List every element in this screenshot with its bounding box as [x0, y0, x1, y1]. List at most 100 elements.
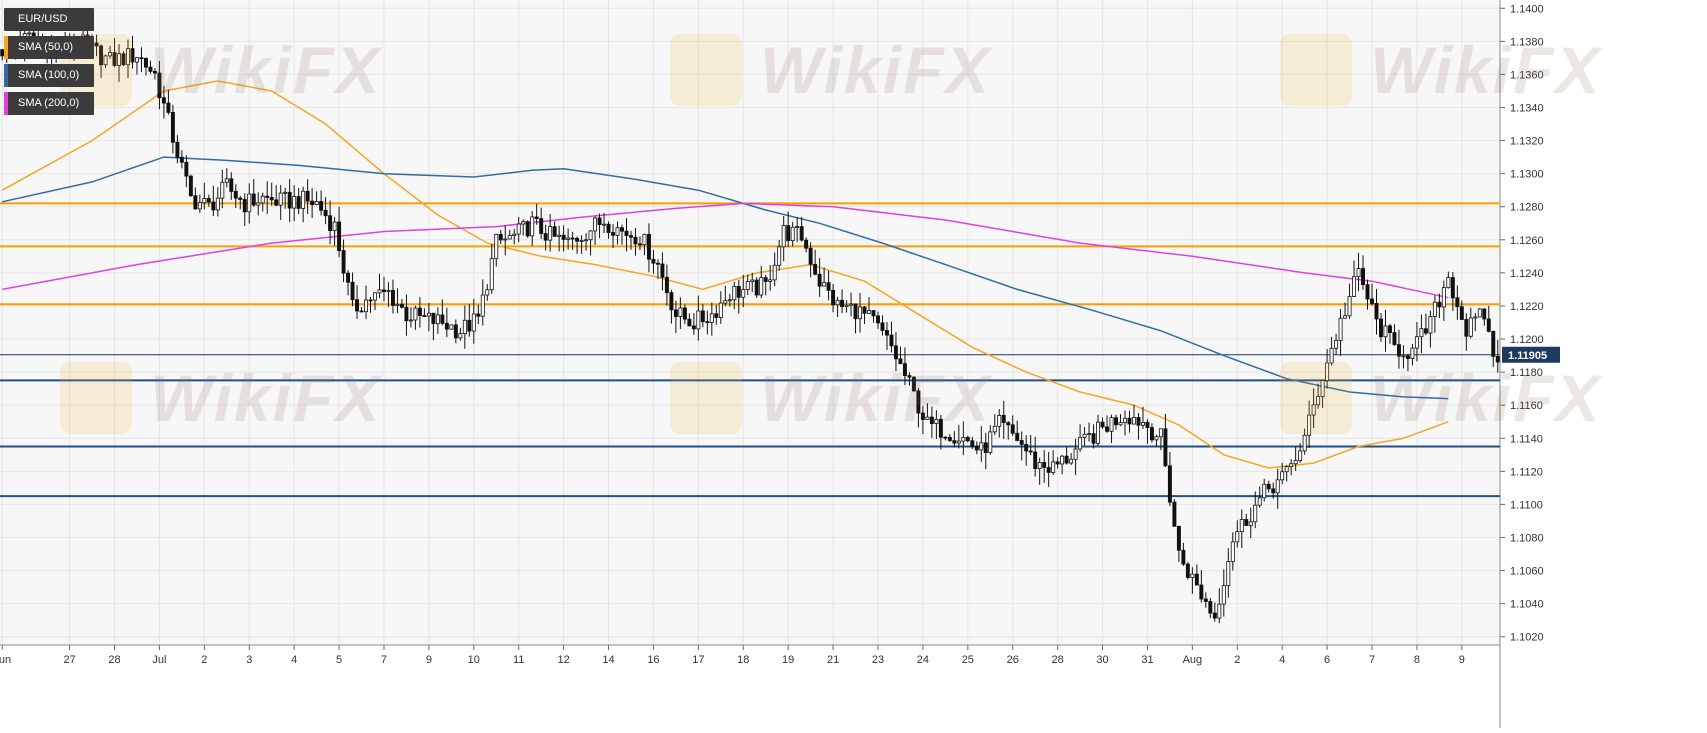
candle-body: [624, 230, 629, 237]
legend-swatch: [4, 64, 8, 87]
x-tick-label: 27: [63, 654, 75, 666]
candle-body: [1163, 428, 1168, 467]
candle-body: [323, 209, 328, 217]
candle-body: [925, 416, 930, 420]
candle-body: [1051, 461, 1056, 473]
candle-body: [471, 313, 476, 332]
candle-body: [229, 178, 234, 192]
x-tick-label: Aug: [1183, 654, 1203, 666]
candle-body: [292, 196, 297, 209]
candle-body: [233, 190, 238, 199]
candle-body: [876, 315, 880, 324]
candle-body: [462, 319, 467, 335]
y-tick-label: 1.1160: [1510, 400, 1543, 412]
x-tick-label: 14: [602, 654, 614, 666]
candle-body: [310, 200, 315, 205]
candle-body: [435, 314, 440, 325]
candle-body: [426, 312, 431, 317]
candle-body: [754, 279, 759, 296]
candle-body: [858, 306, 863, 320]
candle-body: [965, 437, 970, 442]
candle-body: [507, 235, 512, 240]
candle-body: [1365, 284, 1370, 300]
x-tick-label: 19: [782, 654, 794, 666]
candle-body: [242, 199, 247, 213]
candle-body: [99, 45, 104, 66]
candle-body: [449, 324, 454, 330]
candle-body: [1298, 450, 1303, 461]
candle-body: [413, 307, 418, 321]
candle-body: [1096, 421, 1101, 444]
candle-body: [588, 230, 593, 241]
candle-body: [1064, 455, 1069, 464]
candle-body: [907, 375, 912, 378]
x-tick-label: 7: [1369, 654, 1375, 666]
candle-body: [700, 310, 705, 323]
y-tick-label: 1.1080: [1510, 533, 1544, 545]
legend-item-sma-100[interactable]: SMA (100,0): [4, 64, 94, 87]
x-tick-label: 2: [1234, 654, 1240, 666]
candle-body: [1033, 451, 1038, 469]
candle-body: [206, 198, 211, 203]
legend-swatch: [4, 36, 8, 59]
candle-body: [1136, 416, 1141, 426]
candle-body: [467, 319, 472, 332]
candle-body: [489, 258, 494, 291]
candle-body: [135, 57, 139, 63]
candle-body: [1109, 417, 1114, 432]
x-tick-label: 12: [557, 654, 569, 666]
symbol-label[interactable]: EUR/USD: [4, 8, 94, 31]
candle-body: [736, 286, 741, 298]
x-tick-label: 8: [1414, 654, 1420, 666]
y-tick-label: 1.1120: [1510, 466, 1543, 478]
candle-body: [1437, 301, 1442, 308]
candle-body: [1001, 415, 1006, 424]
candle-body: [1091, 433, 1096, 444]
candle-body: [170, 112, 175, 143]
candle-body: [813, 263, 818, 275]
x-tick-label: 4: [1279, 654, 1285, 666]
candle-body: [503, 238, 508, 241]
x-tick-label: 26: [1007, 654, 1019, 666]
candle-body: [1455, 297, 1460, 308]
x-tick-label: 2: [201, 654, 207, 666]
candle-body: [620, 227, 624, 232]
candle-body: [979, 442, 984, 451]
candle-body: [831, 289, 836, 306]
candle-body: [251, 193, 256, 206]
candle-body: [1477, 308, 1482, 318]
candle-body: [476, 313, 481, 317]
candle-body: [1208, 601, 1213, 614]
candle-body: [1073, 448, 1078, 460]
candle-body: [633, 236, 638, 245]
candle-body: [238, 197, 243, 200]
candle-body: [1284, 466, 1289, 473]
y-tick-label: 1.1100: [1510, 499, 1543, 511]
x-tick-label: 24: [917, 654, 929, 666]
x-tick-label: 9: [1459, 654, 1465, 666]
candle-body: [1257, 497, 1262, 506]
candle-body: [561, 234, 566, 240]
candle-body: [1123, 417, 1127, 424]
candle-body: [1293, 460, 1298, 465]
candle-body: [974, 446, 979, 451]
candle-body: [1019, 440, 1024, 445]
candle-body: [211, 201, 216, 211]
candle-body: [750, 279, 755, 282]
y-tick-label: 1.1320: [1510, 136, 1544, 148]
candle-body: [1253, 504, 1258, 523]
candle-body: [197, 202, 202, 210]
legend-item-sma-50[interactable]: SMA (50,0): [4, 36, 94, 59]
x-tick-label: 18: [737, 654, 749, 666]
candle-body: [1338, 317, 1343, 341]
sma-line: [2, 156, 1449, 400]
candle-body: [516, 223, 521, 235]
legend-item-sma-200[interactable]: SMA (200,0): [4, 92, 94, 115]
candle-body: [1423, 328, 1428, 334]
candle-body: [1311, 404, 1316, 416]
candle-body: [1320, 380, 1325, 397]
candle-body: [557, 234, 562, 237]
candle-body: [1212, 612, 1217, 619]
